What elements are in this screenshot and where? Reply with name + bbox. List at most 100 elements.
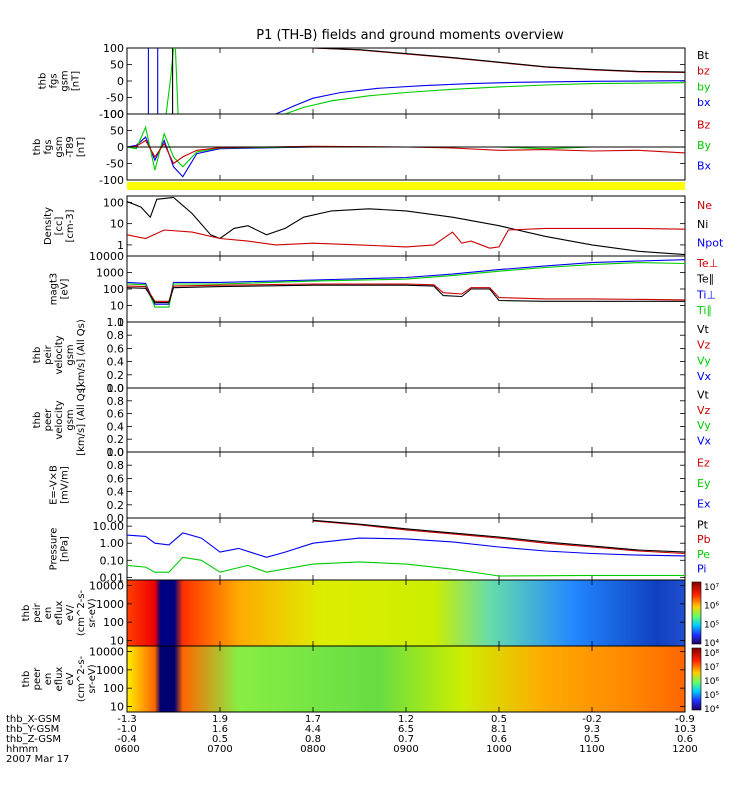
ephemeris-label: thb_Z-GSM — [6, 734, 61, 745]
y-axis-label: thb — [32, 412, 43, 429]
panel-frame — [126, 321, 686, 389]
y-tick-label: 10 — [110, 218, 124, 231]
colorbar-tick-label: 10⁶ — [704, 602, 719, 612]
ephemeris-value: -1.0 — [117, 724, 137, 735]
series-line-red — [126, 139, 686, 165]
spectrogram-image — [127, 580, 685, 646]
y-tick-label: 0.4 — [107, 486, 125, 499]
y-tick-label: 0.2 — [107, 433, 125, 446]
legend-entry: Vz — [697, 339, 711, 352]
y-tick-label: 0.2 — [107, 369, 125, 382]
series-line-green — [126, 262, 686, 308]
y-tick-label: 0 — [117, 75, 124, 88]
ephemeris-value: 1.9 — [212, 714, 228, 725]
y-tick-label: 100 — [103, 108, 124, 121]
legend-entry: by — [697, 80, 711, 93]
ephemeris-value: 0.6 — [491, 734, 507, 745]
y-tick-label: 1 — [117, 316, 124, 329]
y-tick-label: 1 — [117, 239, 124, 252]
ephemeris-value: -1.3 — [117, 714, 137, 725]
y-axis-label: gsm — [65, 409, 76, 430]
legend-entry: Vx — [697, 370, 712, 383]
y-tick-label: 10000 — [89, 250, 124, 263]
ephemeris-value: 0700 — [207, 744, 232, 755]
y-axis-label: peer — [43, 408, 54, 432]
y-axis-label: eflux — [54, 667, 65, 692]
legend-entry: Ex — [697, 498, 711, 511]
y-axis-label: [cc] — [54, 217, 65, 236]
y-tick-label: 10 — [110, 300, 124, 313]
panel-pressure — [126, 517, 686, 581]
y-axis-label: [mV/m] — [60, 466, 71, 504]
y-tick-label: 100 — [103, 283, 124, 296]
ephemeris-value: 1.2 — [398, 714, 414, 725]
legend-entry: Vy — [697, 354, 711, 367]
ephemeris-value: 0800 — [300, 744, 325, 755]
colorbar-tick-label: 10⁷ — [704, 663, 719, 673]
y-tick-label: 0.4 — [107, 420, 125, 433]
y-tick-label: 0.6 — [107, 342, 125, 355]
ephemeris-value: 0.5 — [491, 714, 507, 725]
series-line-black — [126, 196, 686, 256]
ephemeris-value: 1.7 — [305, 714, 321, 725]
ephemeris-label: thb_X-GSM — [6, 714, 61, 725]
legend-entry: Vz — [697, 404, 711, 417]
ephemeris-value: 10.3 — [674, 724, 696, 735]
ephemeris-value: 0600 — [114, 744, 139, 755]
series-line-green — [126, 125, 685, 171]
ephemeris-value: 1.6 — [212, 724, 228, 735]
legend-entry: bz — [697, 65, 710, 78]
ephemeris-value: 0900 — [393, 744, 418, 755]
y-axis-label: gsm — [65, 344, 76, 365]
panel-peer_spec — [126, 645, 702, 713]
ephemeris-value: -0.4 — [117, 734, 137, 745]
legend-entry: Ez — [697, 456, 710, 469]
legend-entry: Te⊥ — [696, 257, 718, 270]
ephemeris-value: 9.3 — [584, 724, 600, 735]
y-tick-label: 0.8 — [107, 459, 125, 472]
y-tick-label: 50 — [110, 125, 124, 138]
series-line-blue — [126, 259, 686, 305]
y-axis-label: eflux — [54, 601, 65, 626]
panel-temp — [126, 255, 686, 323]
colorbar — [691, 647, 702, 711]
y-tick-label: -100 — [99, 174, 124, 187]
y-axis-label: [eV] — [60, 279, 71, 300]
y-axis-label: [nPa] — [60, 536, 71, 562]
y-tick-label: 10 — [110, 634, 124, 647]
y-axis-label: eV — [65, 672, 76, 685]
panel-frame — [126, 255, 686, 323]
ephemeris-value: -0.9 — [675, 714, 695, 725]
y-axis-label: en — [43, 607, 54, 620]
legend-entry: Te∥ — [696, 273, 714, 286]
ephemeris-label: hhmm — [6, 744, 38, 755]
y-tick-label: 0.0 — [107, 446, 125, 459]
legend-entry: Bz — [697, 118, 711, 131]
legend-entry: Ey — [697, 477, 711, 490]
y-tick-label: 1000 — [96, 267, 124, 280]
y-tick-label: 1.0 — [107, 316, 125, 329]
panel-fgs_t89 — [126, 113, 686, 181]
legend-entry: Pb — [697, 533, 711, 546]
y-axis-label: gsm — [60, 70, 71, 91]
colorbar — [691, 581, 702, 645]
y-tick-label: 0.6 — [107, 472, 125, 485]
y-axis-label: [cm-3] — [65, 209, 76, 242]
panel-fgs — [126, 47, 686, 115]
series-line-blue — [275, 80, 686, 115]
colorbar-tick-label: 10⁴ — [704, 639, 719, 649]
panel-peir_spec — [126, 579, 702, 647]
legend-entry: Pe — [697, 548, 710, 561]
y-axis-label: [km/s] (All Qs) — [76, 384, 87, 456]
legend-entry: Ni — [697, 218, 708, 231]
legend-entry: Vt — [697, 323, 710, 336]
y-tick-label: -50 — [106, 158, 124, 171]
y-axis-label: Density — [43, 207, 54, 245]
y-tick-label: 10000 — [89, 646, 124, 659]
y-tick-label: 0.4 — [107, 356, 125, 369]
yellow-status-bar — [127, 182, 685, 190]
series-line-black — [126, 284, 685, 304]
y-axis-label: sr-eV) — [87, 664, 98, 693]
y-axis-label: thb — [21, 671, 32, 688]
y-axis-label: velocity — [54, 400, 65, 439]
